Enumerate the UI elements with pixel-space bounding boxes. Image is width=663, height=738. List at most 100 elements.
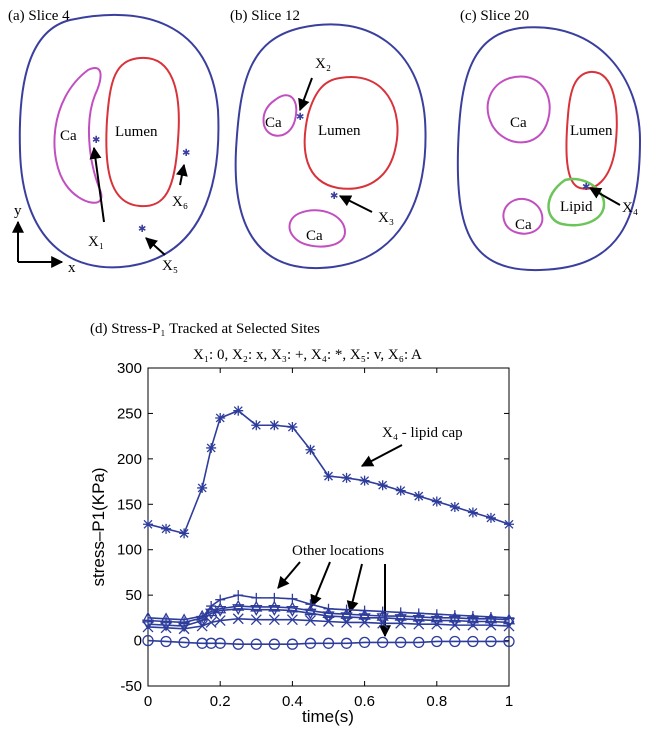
marker — [466, 612, 480, 624]
arrow — [89, 146, 105, 223]
marker — [268, 605, 281, 617]
marker — [141, 619, 155, 631]
marker — [431, 496, 442, 507]
marker — [376, 609, 389, 621]
x-axis-label: time(s) — [302, 707, 354, 726]
marker — [448, 615, 461, 627]
site: ✱ — [296, 112, 304, 123]
marker — [160, 635, 172, 648]
calcium — [502, 197, 544, 235]
annotation: X₄ - lipid cap — [382, 425, 463, 441]
marker — [196, 609, 209, 621]
marker — [377, 480, 388, 491]
chart-subtitle: X₁: 0, X₂: x, X₃: +, X₄: *, X₅: v, X₆: A — [193, 347, 422, 363]
marker — [179, 528, 190, 539]
marker — [250, 605, 263, 617]
y-tick-label: 100 — [117, 542, 142, 559]
calcium — [262, 94, 298, 137]
y-tick-label: 0 — [134, 633, 142, 650]
marker — [214, 605, 227, 617]
lumen — [565, 70, 618, 190]
marker — [250, 600, 263, 612]
marker — [304, 615, 316, 627]
marker — [268, 600, 281, 612]
marker — [504, 519, 514, 530]
marker — [159, 612, 173, 624]
marker — [161, 523, 172, 534]
arrow — [310, 561, 331, 608]
marker — [205, 608, 218, 620]
marker — [502, 617, 516, 629]
marker — [205, 637, 217, 649]
y-tick-label: 250 — [117, 405, 142, 422]
marker — [485, 635, 497, 648]
calcium — [486, 75, 551, 144]
label: X₄ — [622, 200, 638, 216]
marker — [268, 614, 280, 626]
marker — [323, 471, 334, 482]
label: Ca — [515, 217, 532, 233]
lumen — [303, 75, 399, 190]
arrow — [298, 77, 313, 112]
arrow — [588, 187, 621, 206]
marker — [467, 507, 478, 518]
marker — [413, 491, 424, 502]
marker — [412, 610, 425, 622]
marker — [232, 638, 244, 650]
marker — [503, 635, 515, 648]
arrow — [360, 444, 403, 467]
marker — [232, 613, 244, 625]
site: ✱ — [330, 191, 338, 202]
x-tick-label: 0.6 — [354, 693, 375, 710]
marker — [395, 636, 407, 648]
marker — [467, 635, 479, 648]
lipid — [547, 177, 606, 227]
marker — [358, 613, 371, 625]
marker — [205, 605, 218, 617]
label: Ca — [510, 115, 527, 131]
marker — [287, 422, 298, 433]
marker — [340, 607, 353, 619]
site: ✱ — [138, 224, 146, 235]
outer-wall — [18, 14, 220, 269]
x-tick-label: 0.8 — [426, 693, 447, 710]
marker — [251, 420, 262, 431]
marker — [484, 616, 498, 628]
label: X₂ — [315, 56, 331, 72]
marker — [358, 608, 371, 620]
marker — [143, 519, 153, 530]
label: Ca — [265, 115, 282, 131]
marker — [250, 614, 262, 626]
marker — [395, 485, 406, 496]
marker — [412, 615, 425, 627]
marker — [305, 444, 316, 455]
panel-title: (c) Slice 20 — [460, 8, 529, 24]
marker — [394, 609, 407, 621]
marker — [485, 512, 496, 523]
marker — [377, 636, 389, 648]
label: y — [14, 203, 22, 219]
panel-title: (b) Slice 12 — [230, 8, 300, 24]
marker — [206, 442, 217, 453]
marker — [340, 637, 353, 649]
series-line — [147, 594, 510, 624]
marker — [177, 613, 191, 625]
x-tick-label: 1 — [505, 693, 513, 710]
marker — [322, 611, 335, 623]
site: ✱ — [92, 135, 100, 146]
marker — [214, 602, 227, 614]
marker — [286, 601, 299, 613]
y-axis-label: stress–P1(KPa) — [89, 467, 108, 586]
marker — [449, 635, 461, 648]
marker — [304, 637, 317, 649]
label: Lumen — [318, 123, 361, 139]
label: Ca — [60, 128, 77, 144]
marker — [305, 599, 316, 610]
label: Lumen — [570, 123, 613, 139]
y-tick-label: -50 — [120, 678, 142, 695]
arrow — [338, 195, 373, 213]
marker — [178, 636, 190, 648]
marker — [359, 475, 370, 486]
marker — [340, 612, 353, 624]
